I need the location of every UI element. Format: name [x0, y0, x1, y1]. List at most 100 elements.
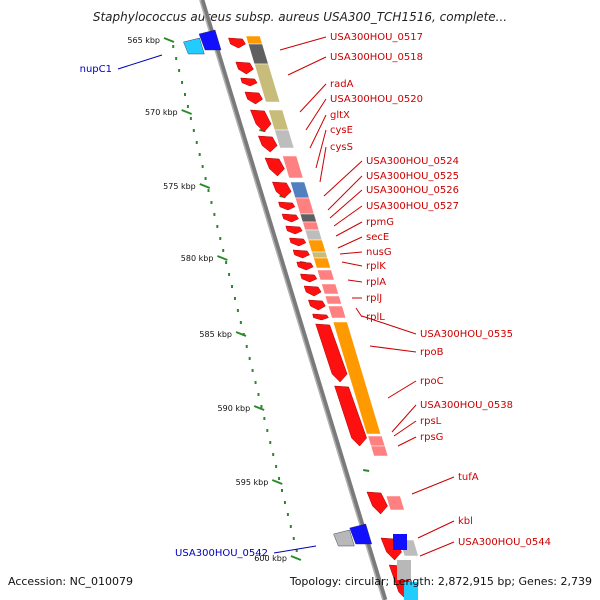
- gene-arrow: [303, 285, 322, 297]
- gene-arrow: [228, 37, 246, 49]
- gene-label-leader: [411, 476, 455, 495]
- kbp-ring-dot: [231, 285, 234, 288]
- kbp-ring-dot: [263, 417, 266, 420]
- gene-label-leader: [355, 307, 363, 318]
- kbp-label: 590 kbp: [218, 404, 251, 413]
- gene-label-leader: [347, 279, 363, 283]
- gene-arrow: [334, 385, 367, 447]
- gene-label: secE: [366, 232, 389, 243]
- gene-forward-arrow: [333, 529, 355, 547]
- cog-block: [311, 251, 328, 259]
- gene-label-leader: [397, 436, 417, 447]
- kbp-ring-dot: [272, 453, 275, 456]
- gene-label: USA300HOU_0535: [420, 329, 513, 340]
- cog-block: [367, 435, 386, 447]
- backbone-highlight: [199, 0, 384, 600]
- cog-block: [385, 495, 405, 511]
- gene-label-leader: [391, 404, 417, 433]
- kbp-ring-dot: [289, 525, 292, 528]
- gene-arrow: [240, 77, 258, 87]
- kbp-ring-dot: [269, 441, 272, 444]
- gene-arrow: [258, 135, 278, 153]
- kbp-label: 565 kbp: [127, 36, 160, 45]
- kbp-ring-dot: [239, 321, 242, 324]
- cog-block: [302, 221, 320, 231]
- gene-label-leader: [369, 345, 417, 353]
- gene-label-leader: [341, 261, 363, 267]
- kbp-tick: [217, 255, 228, 261]
- feature-layer: [183, 0, 419, 600]
- gene-label-leader: [361, 315, 417, 335]
- gene-label: USA300HOU_0517: [330, 32, 423, 43]
- accession-text: Accession: NC_010079: [8, 575, 134, 588]
- kbp-tick: [271, 479, 283, 485]
- kbp-ring-dot: [281, 489, 284, 492]
- kbp-tick: [253, 405, 265, 411]
- cog-block: [290, 181, 310, 199]
- gene-forward-box: [397, 560, 411, 580]
- kbp-ring-dot: [254, 381, 257, 384]
- kbp-ring-dot: [186, 105, 189, 108]
- gene-arrow: [308, 299, 326, 311]
- gene-label: radA: [330, 79, 354, 90]
- kbp-ring-dot: [183, 93, 186, 96]
- gene-arrow: [296, 261, 314, 271]
- gene-arrow: [250, 109, 272, 133]
- kbp-ring-dot: [233, 297, 236, 300]
- gene-label-leader: [117, 54, 163, 70]
- gene-arrow: [272, 181, 292, 199]
- gene-label-leader: [309, 114, 327, 149]
- kbp-ring-dot: [225, 261, 228, 264]
- gene-forward-arrow: [349, 523, 372, 545]
- kbp-ring-dot: [248, 357, 251, 360]
- gene-label-leader: [299, 83, 327, 113]
- gene-label: cysE: [330, 125, 353, 136]
- gene-arrow: [366, 491, 388, 515]
- gene-label: USA300HOU_0544: [458, 537, 551, 548]
- gene-label: USA300HOU_0538: [420, 400, 513, 411]
- cog-block: [274, 129, 295, 149]
- kbp-label: 580 kbp: [181, 254, 214, 263]
- gene-forward-box: [404, 582, 418, 600]
- kbp-ring-dot: [260, 405, 263, 408]
- gene-forward-arrow: [198, 29, 222, 51]
- gene-arrow: [235, 61, 254, 75]
- gene-arrow: [289, 237, 307, 247]
- cog-block: [324, 295, 342, 305]
- cog-block: [254, 63, 281, 103]
- map-title: Staphylococcus aureus subsp. aureus USA3…: [92, 10, 508, 24]
- gene-label: rpsL: [420, 416, 442, 427]
- gene-arrow: [300, 273, 318, 283]
- kbp-tick: [199, 183, 211, 189]
- gene-arrow: [292, 249, 310, 259]
- gene-label-leader: [419, 541, 455, 557]
- gene-label-leader: [279, 36, 327, 51]
- cog-block: [332, 321, 382, 435]
- kbp-ring-dot: [201, 165, 204, 168]
- gene-label-leader: [335, 221, 363, 237]
- gene-label-leader: [333, 205, 363, 227]
- gene-label: cysS: [330, 142, 353, 153]
- kbp-ring-dot: [192, 129, 195, 132]
- gene-label-leader: [273, 545, 317, 554]
- gene-label-leader: [337, 236, 363, 249]
- cog-block: [321, 283, 339, 295]
- kbp-ring-dot: [172, 45, 175, 48]
- gene-label: rplL: [366, 312, 385, 323]
- gene-label: USA300HOU_0526: [366, 185, 459, 196]
- cog-block: [304, 229, 323, 241]
- kbp-ring-dot: [245, 345, 248, 348]
- gene-arrow: [312, 313, 329, 321]
- gene-label-leader: [287, 56, 327, 76]
- kbp-ring-dot: [175, 57, 178, 60]
- gene-label-leader: [327, 175, 363, 211]
- kbp-ring-dot: [251, 369, 254, 372]
- cog-block: [327, 305, 347, 319]
- kbp-label: 585 kbp: [199, 330, 232, 339]
- kbp-ring-dot: [213, 213, 216, 216]
- gene-label-leader: [323, 160, 363, 197]
- cog-block: [294, 197, 315, 215]
- kbp-ring-dot: [195, 141, 198, 144]
- gene-label: tufA: [458, 472, 479, 483]
